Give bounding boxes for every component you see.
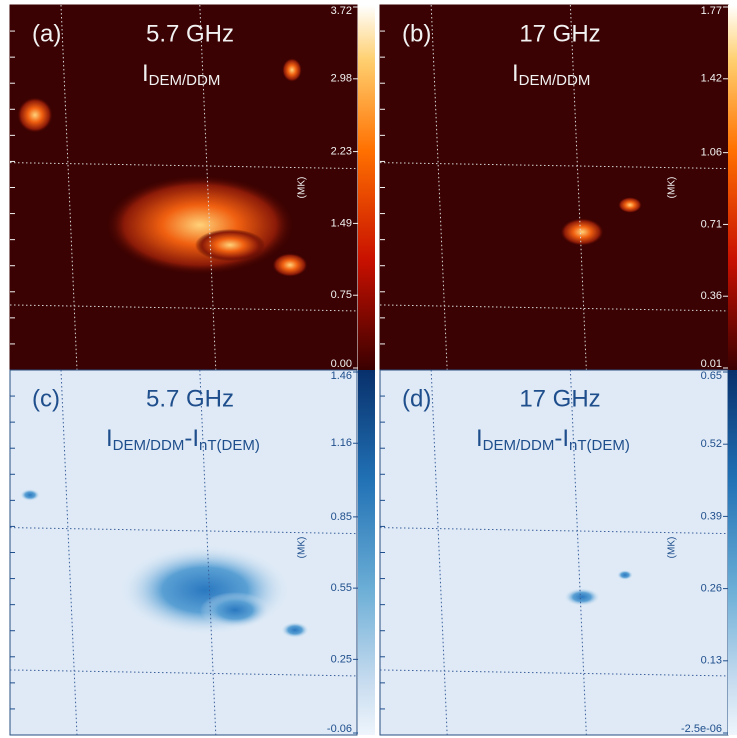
- coordinate-grid: [60, 4, 78, 371]
- colorbar-label: (MK): [667, 177, 678, 199]
- coordinate-grid: [9, 669, 358, 677]
- colorbar-tick-label: 0.13: [701, 655, 722, 667]
- colorbar: [728, 5, 737, 370]
- quantity-subscript: nT(DEM): [569, 437, 630, 454]
- colorbar-tick-label: 0.00: [331, 358, 352, 370]
- coordinate-grid: [60, 369, 78, 736]
- colorbar-tick-label: 0.39: [701, 510, 722, 522]
- panel-label: (c): [32, 385, 60, 412]
- colorbar-tick-label: -0.06: [327, 723, 352, 735]
- colorbar-tick-label: 0.01: [701, 358, 722, 370]
- panel-title: 17 GHz: [519, 385, 600, 412]
- colorbar-tick-label: 0.71: [701, 218, 722, 230]
- panel-label: (a): [32, 20, 61, 47]
- quantity-subscript: DEM/DDM: [519, 72, 591, 89]
- colorbar: [358, 370, 375, 735]
- quantity-main: I: [512, 60, 519, 87]
- panel-title: 5.7 GHz: [146, 385, 234, 412]
- quantity-label: IDEM/DDM: [142, 60, 220, 89]
- coordinate-grid: [9, 527, 358, 535]
- quantity-subscript: DEM/DDM: [149, 72, 221, 89]
- colorbar-tick-label: 0.52: [701, 438, 722, 450]
- quantity-main: I: [476, 425, 483, 452]
- emission-blob: [282, 58, 302, 82]
- colorbar-tick-label: 2.98: [331, 73, 352, 85]
- panel-label: (d): [402, 385, 431, 412]
- colorbar-tick-label: 3.72: [331, 5, 352, 17]
- quantity-main: I: [106, 425, 113, 452]
- emission-blob: [120, 545, 290, 635]
- emission-blob: [20, 489, 40, 501]
- panel-title: 17 GHz: [519, 20, 600, 47]
- colorbar-tick-label: 0.25: [331, 653, 352, 665]
- colorbar-tick-label: 1.49: [331, 217, 352, 229]
- colorbar-tick-label: 1.16: [331, 437, 352, 449]
- quantity-subscript: DEM/DDM: [113, 437, 185, 454]
- coordinate-grid: [199, 369, 217, 736]
- colorbar-tick-label: 0.36: [701, 290, 722, 302]
- panel-label: (b): [402, 20, 431, 47]
- colorbar-tick-label: 0.75: [331, 289, 352, 301]
- colorbar-tick-label: 1.42: [701, 73, 722, 85]
- colorbar-tick-label: 1.77: [701, 5, 722, 17]
- coordinate-grid: [9, 304, 358, 312]
- coordinate-grid: [569, 4, 587, 371]
- colorbar-tick-label: 0.26: [701, 583, 722, 595]
- colorbar-tick-label: 1.46: [331, 370, 352, 382]
- emission-blob: [564, 588, 600, 606]
- colorbar-tick-label: 1.06: [701, 147, 722, 159]
- emission-blob: [618, 197, 642, 213]
- quantity-main: -I: [184, 425, 199, 452]
- colorbar-tick-label: 0.55: [331, 582, 352, 594]
- quantity-label: IDEM/DDM-InT(DEM): [106, 425, 260, 454]
- colorbar-tick-label: 0.85: [331, 511, 352, 523]
- colorbar-label: (MK): [297, 537, 308, 559]
- emission-blob: [281, 622, 309, 638]
- coordinate-grid: [199, 4, 217, 371]
- emission-blob: [560, 218, 604, 246]
- coordinate-grid: [569, 369, 587, 736]
- colorbar: [358, 5, 375, 370]
- emission-blob: [272, 253, 308, 277]
- quantity-label: IDEM/DDM-InT(DEM): [476, 425, 630, 454]
- coordinate-grid: [430, 4, 448, 371]
- quantity-subscript: DEM/DDM: [483, 437, 555, 454]
- quantity-subscript: nT(DEM): [199, 437, 260, 454]
- colorbar-tick-label: 2.23: [331, 146, 352, 158]
- image-background: [379, 369, 729, 736]
- colorbar-tick-label: 0.65: [701, 370, 722, 382]
- quantity-main: I: [142, 60, 149, 87]
- colorbar-label: (MK): [667, 537, 678, 559]
- coordinate-grid: [9, 162, 358, 170]
- quantity-label: IDEM/DDM: [512, 60, 590, 89]
- image-background: [379, 4, 729, 371]
- colorbar-tick-label: -2.5e-06: [681, 723, 722, 735]
- panel-title: 5.7 GHz: [146, 20, 234, 47]
- emission-blob: [195, 229, 265, 261]
- emission-blob: [105, 175, 295, 275]
- emission-blob: [200, 592, 270, 628]
- colorbar-label: (MK): [297, 177, 308, 199]
- emission-blob: [17, 97, 53, 133]
- coordinate-grid: [430, 369, 448, 736]
- emission-blob: [617, 570, 633, 580]
- quantity-main: -I: [554, 425, 569, 452]
- colorbar: [728, 370, 737, 735]
